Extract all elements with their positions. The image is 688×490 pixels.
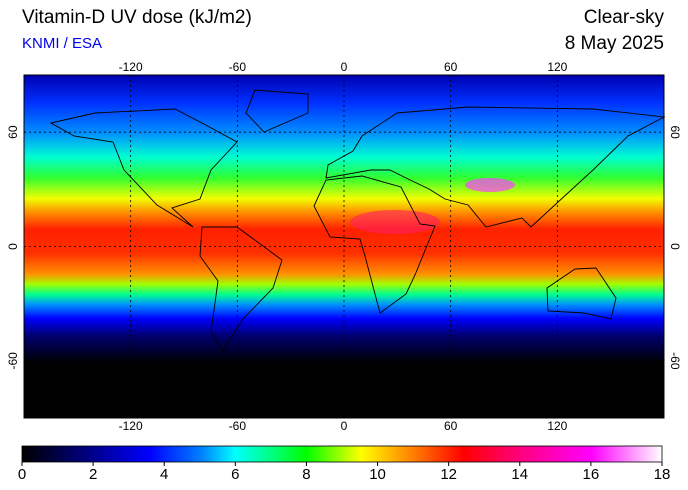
colorbar-tick-label: 8	[302, 466, 310, 483]
lon-label-top: -120	[119, 60, 143, 74]
lon-label-top: 60	[444, 60, 458, 74]
lon-label-bottom: -120	[119, 419, 143, 433]
lat-label-right: 60	[668, 125, 682, 139]
colorbar-tick-label: 14	[511, 466, 528, 483]
lat-label-right: 0	[668, 243, 682, 250]
colorbar-tick-label: 4	[160, 466, 168, 483]
coastline	[546, 267, 617, 320]
lon-label-top: 0	[341, 60, 348, 74]
lon-label-bottom: -60	[229, 419, 247, 433]
colorbar-tick-label: 6	[231, 466, 239, 483]
coastline	[49, 108, 238, 228]
date: 8 May 2025	[565, 33, 664, 54]
lat-label-right: -60	[668, 352, 682, 370]
colorbar-tick-label: 12	[440, 466, 457, 483]
lon-label-bottom: 120	[547, 419, 567, 433]
lon-label-top: -60	[229, 60, 247, 74]
uv-hotspot	[350, 210, 440, 234]
lat-label-left: -60	[6, 352, 20, 370]
uv-hotspot	[465, 178, 515, 192]
coastline	[199, 226, 283, 352]
colorbar-tick-label: 0	[18, 466, 26, 483]
lat-label-left: 60	[6, 125, 20, 139]
colorbar-tick-label: 2	[89, 466, 97, 483]
colorbar-tick-label: 10	[369, 466, 386, 483]
colorbar	[21, 445, 663, 463]
lon-label-top: 120	[547, 60, 567, 74]
colorbar-tick-label: 16	[583, 466, 600, 483]
coastlines	[49, 89, 666, 352]
coastline	[325, 106, 666, 228]
coastline	[245, 89, 309, 133]
condition: Clear-sky	[584, 7, 665, 28]
lon-label-bottom: 60	[444, 419, 458, 433]
title: Vitamin-D UV dose (kJ/m2)	[22, 7, 252, 28]
source: KNMI / ESA	[22, 35, 102, 52]
colorbar-tick-label: 18	[654, 466, 671, 483]
coastline	[313, 175, 436, 314]
lon-label-bottom: 0	[341, 419, 348, 433]
lat-label-left: 0	[6, 243, 20, 250]
